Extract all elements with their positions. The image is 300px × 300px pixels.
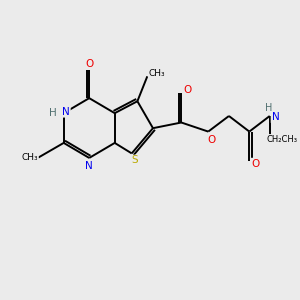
Text: CH₃: CH₃: [21, 153, 38, 162]
Text: S: S: [131, 155, 138, 166]
Text: O: O: [207, 134, 215, 145]
Text: N: N: [272, 112, 279, 122]
Text: H: H: [265, 103, 272, 113]
Text: O: O: [85, 58, 93, 69]
Text: CH₃: CH₃: [149, 69, 166, 78]
Text: H: H: [49, 108, 57, 118]
Text: O: O: [251, 159, 260, 169]
Text: N: N: [62, 107, 70, 117]
Text: N: N: [85, 161, 93, 171]
Text: O: O: [183, 85, 192, 95]
Text: CH₂CH₃: CH₂CH₃: [266, 135, 297, 144]
